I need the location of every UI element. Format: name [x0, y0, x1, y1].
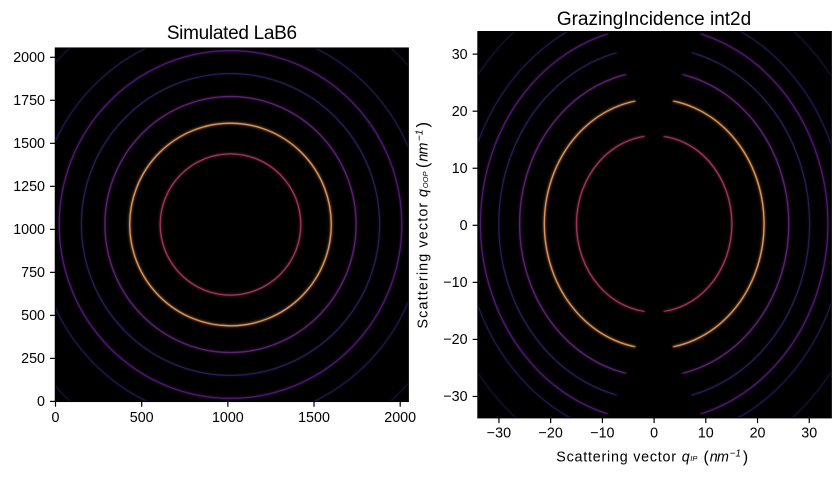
svg-text:250: 250 [21, 351, 45, 367]
svg-text:−1: −1 [730, 449, 741, 460]
svg-text:0: 0 [52, 410, 60, 426]
svg-text:0: 0 [37, 394, 45, 410]
svg-text:nm: nm [710, 449, 729, 465]
svg-text:−10: −10 [443, 275, 467, 291]
svg-text:0: 0 [650, 426, 658, 442]
svg-text:): ) [414, 122, 432, 128]
svg-text:20: 20 [452, 104, 468, 120]
svg-text:1750: 1750 [13, 93, 45, 109]
svg-text:GrazingIncidence int2d: GrazingIncidence int2d [557, 9, 751, 30]
svg-text:nm: nm [415, 142, 431, 161]
svg-text:500: 500 [130, 410, 154, 426]
svg-text:q: q [682, 449, 690, 465]
svg-text:1000: 1000 [212, 410, 244, 426]
svg-text:750: 750 [21, 265, 45, 281]
svg-text:20: 20 [750, 426, 766, 442]
svg-text:30: 30 [801, 426, 817, 442]
svg-text:OOP: OOP [421, 172, 430, 189]
svg-text:1250: 1250 [13, 179, 45, 195]
svg-text:−1: −1 [415, 130, 426, 141]
svg-text:IP: IP [690, 454, 697, 463]
svg-text:−20: −20 [539, 426, 563, 442]
svg-text:−30: −30 [443, 389, 467, 405]
svg-text:Simulated LaB6: Simulated LaB6 [167, 23, 297, 44]
svg-text:0: 0 [460, 218, 468, 234]
svg-text:30: 30 [452, 47, 468, 63]
svg-text:1000: 1000 [13, 222, 45, 238]
svg-text:1500: 1500 [13, 136, 45, 152]
svg-text:2000: 2000 [384, 410, 416, 426]
svg-text:): ) [743, 449, 748, 466]
svg-text:−30: −30 [487, 426, 511, 442]
svg-text:q: q [415, 189, 431, 197]
svg-text:10: 10 [698, 426, 714, 442]
svg-text:500: 500 [21, 308, 45, 324]
svg-text:Scattering vector: Scattering vector [415, 202, 431, 329]
svg-text:(: ( [414, 162, 432, 168]
svg-text:−20: −20 [443, 332, 467, 348]
svg-text:2000: 2000 [13, 50, 45, 66]
svg-text:(: ( [704, 449, 710, 466]
svg-text:1500: 1500 [298, 410, 330, 426]
svg-text:Scattering vector: Scattering vector [556, 449, 677, 465]
svg-text:10: 10 [452, 161, 468, 177]
svg-text:−10: −10 [590, 426, 614, 442]
